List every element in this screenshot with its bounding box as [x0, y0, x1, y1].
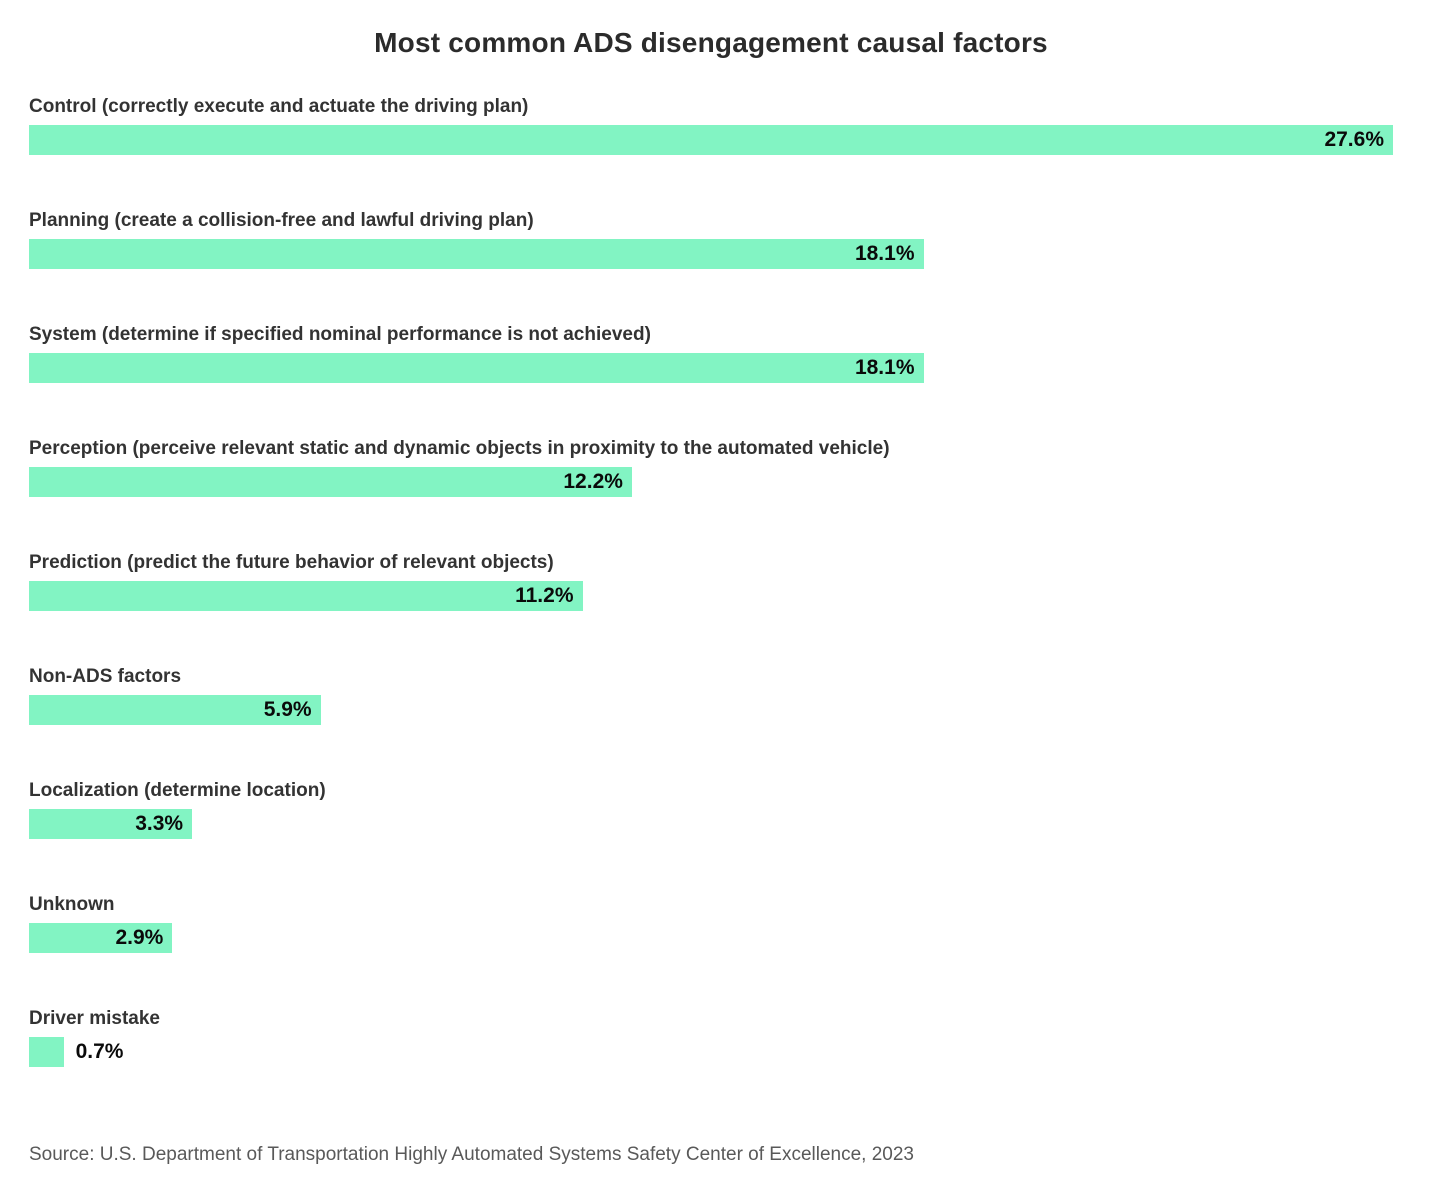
bar: 18.1%	[29, 353, 924, 383]
bar-row: Prediction (predict the future behavior …	[29, 551, 1393, 611]
bar-value-label: 0.7%	[75, 1040, 124, 1063]
bar-row: Control (correctly execute and actuate t…	[29, 95, 1393, 155]
bar-value-label: 18.1%	[854, 242, 915, 265]
bar-row: Localization (determine location) 3.3%	[29, 779, 1393, 839]
bar-row: Planning (create a collision-free and la…	[29, 209, 1393, 269]
bar-label: Non-ADS factors	[29, 666, 182, 687]
bar-rows: Control (correctly execute and actuate t…	[29, 95, 1393, 1067]
bar-row: Unknown 2.9%	[29, 893, 1393, 953]
bar: 27.6%	[29, 125, 1393, 155]
bar-track: 11.2%	[29, 581, 1393, 611]
source-note: Source: U.S. Department of Transportatio…	[29, 1144, 915, 1165]
bar: 11.2%	[29, 581, 583, 611]
bar-track: 27.6%	[29, 125, 1393, 155]
bar-label: Localization (determine location)	[29, 780, 326, 801]
bar-row: Perception (perceive relevant static and…	[29, 437, 1393, 497]
bar: 2.9%	[29, 923, 173, 953]
bar: 12.2%	[29, 467, 632, 497]
bar-value-label: 2.9%	[115, 926, 164, 949]
bar-value-label: 12.2%	[563, 470, 623, 493]
bar-track: 2.9%	[29, 923, 1393, 953]
bar-value-label: 18.1%	[854, 356, 915, 379]
bar-value-label: 3.3%	[135, 812, 184, 835]
bar-value-label: 27.6%	[1324, 128, 1384, 151]
bar: 5.9%	[29, 695, 321, 725]
bar-label: Driver mistake	[29, 1008, 160, 1029]
bar: 0.7%	[29, 1037, 123, 1067]
bar-value-label: 5.9%	[263, 698, 312, 721]
bar-track: 0.7%	[29, 1037, 1393, 1067]
bar: 18.1%	[29, 239, 924, 269]
bar-value-label: 11.2%	[515, 584, 574, 607]
bar: 3.3%	[29, 809, 193, 839]
bar-track: 3.3%	[29, 809, 1393, 839]
bar-label: Planning (create a collision-free and la…	[29, 210, 534, 231]
bar-label: Unknown	[29, 894, 115, 915]
bar-row: System (determine if specified nominal p…	[29, 323, 1393, 383]
chart-title: Most common ADS disengagement causal fac…	[374, 27, 1048, 58]
bar-label: Perception (perceive relevant static and…	[29, 438, 890, 459]
bar-row: Non-ADS factors 5.9%	[29, 665, 1393, 725]
bar-row: Driver mistake 0.7%	[29, 1007, 1393, 1067]
bar-label: System (determine if specified nominal p…	[29, 324, 651, 345]
bar-label: Control (correctly execute and actuate t…	[29, 96, 529, 117]
bar-track: 18.1%	[29, 239, 1393, 269]
bar-label: Prediction (predict the future behavior …	[29, 552, 554, 573]
bar-track: 12.2%	[29, 467, 1393, 497]
bar-track: 5.9%	[29, 695, 1393, 725]
bar-track: 18.1%	[29, 353, 1393, 383]
